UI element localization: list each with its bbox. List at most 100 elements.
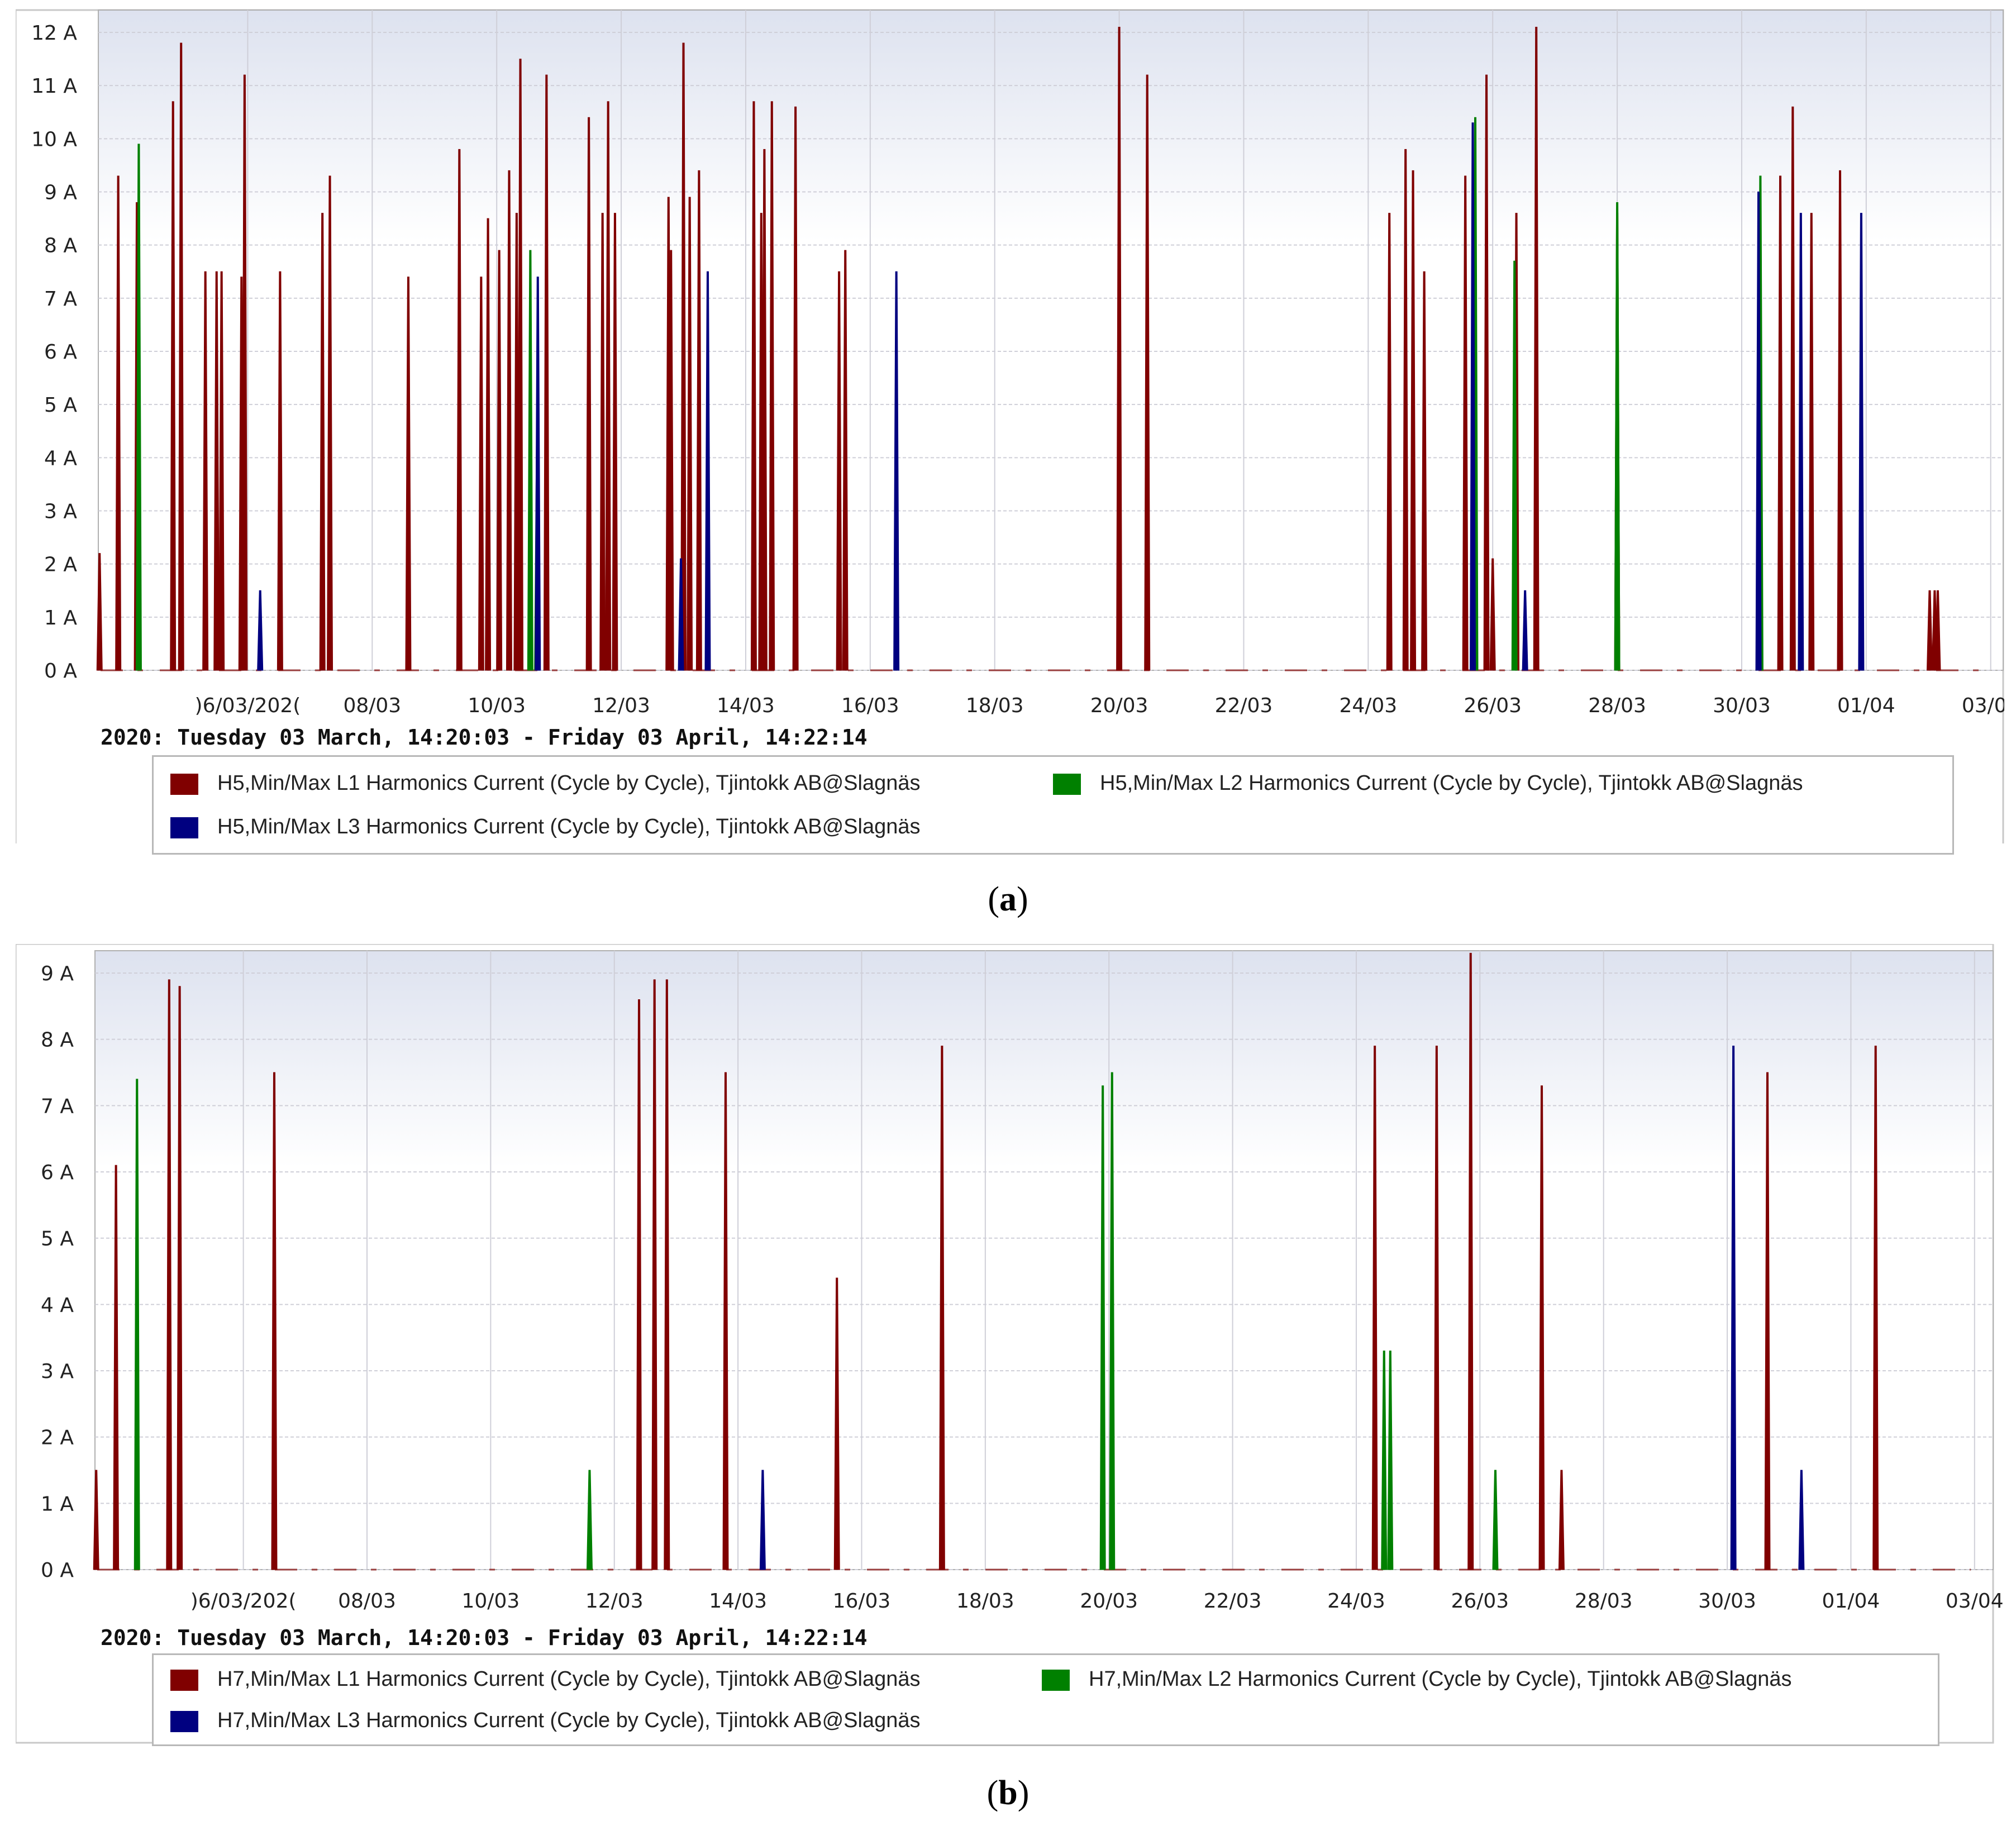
legend-swatch-l2 (1042, 1669, 1070, 1691)
spike-l1 (687, 197, 693, 671)
spike-l1 (319, 213, 326, 671)
spike-l3 (1730, 1046, 1737, 1570)
spike-l1 (612, 213, 618, 671)
y-tick-label: 8 A (44, 235, 77, 258)
spike-l1 (170, 101, 177, 671)
legend-swatch-l1 (170, 773, 198, 795)
spike-l1 (1410, 170, 1417, 671)
spike-l1 (651, 979, 658, 1570)
spike-l3 (1798, 213, 1804, 671)
y-tick-label: 1 A (44, 607, 77, 630)
spike-l1 (1926, 590, 1933, 671)
spike-l1 (1777, 175, 1784, 671)
spike-l2 (135, 144, 142, 671)
y-tick-label: 0 A (41, 1559, 74, 1582)
caption-b: (b) (986, 1774, 1030, 1812)
x-tick-label: )6/03/202( (195, 694, 301, 717)
x-tick-label: 03/04 (1946, 1590, 2004, 1613)
spike-l1 (202, 271, 209, 671)
spike-l2 (527, 250, 533, 671)
x-tick-label: )6/03/202( (190, 1590, 297, 1613)
y-tick-label: 5 A (41, 1228, 74, 1251)
x-tick-label: 10/03 (462, 1590, 520, 1613)
x-tick-label: 22/03 (1204, 1590, 1262, 1613)
x-tick-label: 18/03 (956, 1590, 1014, 1613)
chart-b-time-range: 2020: Tuesday 03 March, 14:20:03 - Frida… (101, 1625, 868, 1650)
y-tick-label: 7 A (44, 288, 77, 311)
spike-l1 (166, 979, 173, 1570)
y-tick-label: 3 A (44, 500, 77, 523)
spike-l3 (678, 558, 684, 671)
y-tick-label: 2 A (44, 554, 77, 576)
spike-l1 (1483, 74, 1490, 671)
spike-l1 (543, 74, 550, 671)
spike-l3 (257, 590, 264, 671)
spike-l1 (938, 1046, 945, 1570)
spike-l1 (1808, 213, 1815, 671)
x-tick-label: 12/03 (585, 1590, 644, 1613)
x-tick-label: 16/03 (833, 1590, 891, 1613)
x-tick-label: 08/03 (338, 1590, 396, 1613)
spike-l1 (271, 1072, 278, 1570)
y-tick-label: 4 A (41, 1294, 74, 1317)
x-tick-label: 22/03 (1215, 694, 1273, 717)
spike-l1 (1402, 149, 1409, 671)
legend-a-l3-label: H5,Min/Max L3 Harmonics Current (Cycle b… (217, 815, 921, 838)
spike-l1 (1116, 26, 1123, 671)
spike-l1 (478, 276, 484, 671)
x-tick-label: 14/03 (717, 694, 775, 717)
spike-l2 (134, 1079, 140, 1570)
legend-swatch-l3 (170, 817, 198, 838)
spike-l3 (1522, 590, 1528, 671)
spike-l2 (1109, 1072, 1116, 1570)
spike-l1 (1489, 558, 1496, 671)
spike-l1 (842, 250, 849, 671)
legend-b-l1: H7,Min/Max L1 Harmonics Current (Cycle b… (170, 1667, 921, 1691)
x-tick-label: 20/03 (1080, 1590, 1138, 1613)
spike-l1 (241, 74, 248, 671)
spike-l1 (750, 101, 757, 671)
spike-l2 (586, 1470, 593, 1570)
spike-l3 (893, 271, 900, 671)
spike-l1 (277, 271, 283, 671)
spike-l1 (496, 250, 503, 671)
spike-l1 (836, 271, 842, 671)
spike-l1 (1386, 213, 1393, 671)
spike-l1 (1538, 1085, 1545, 1570)
y-tick-label: 12 A (31, 22, 77, 45)
y-tick-label: 3 A (41, 1360, 74, 1383)
spike-l2 (1614, 202, 1621, 671)
spike-l2 (1511, 260, 1518, 671)
y-tick-label: 7 A (41, 1095, 74, 1118)
spike-l1 (761, 149, 768, 671)
spike-l1 (485, 218, 492, 671)
spike-l2 (1387, 1350, 1394, 1570)
spike-l1 (1934, 590, 1941, 671)
legend-swatch-l1 (170, 1669, 198, 1691)
spike-l1 (178, 42, 184, 671)
x-tick-label: 01/04 (1822, 1590, 1880, 1613)
y-tick-label: 4 A (44, 447, 77, 470)
spike-l3 (759, 1470, 766, 1570)
spike-l1 (96, 553, 103, 671)
spike-l1 (1421, 271, 1428, 671)
spike-l2 (1492, 1470, 1499, 1570)
spike-l1 (769, 101, 775, 671)
y-tick-label: 9 A (41, 962, 74, 985)
legend-a-l1-label: H5,Min/Max L1 Harmonics Current (Cycle b… (217, 771, 921, 795)
x-tick-label: 03/04 (1962, 694, 2004, 717)
spike-l1 (1467, 952, 1474, 1570)
chart-panel-a: 0 A 1 A 2 A 3 A 4 A 5 A 6 A 7 A 8 A 9 A 10 A 11 A 12… (16, 0, 2004, 855)
y-tick-label: 10 A (31, 128, 77, 151)
y-tick-label: 2 A (41, 1427, 74, 1450)
legend-b-l3: H7,Min/Max L3 Harmonics Current (Cycle b… (170, 1709, 921, 1733)
spike-l1 (664, 979, 670, 1570)
x-tick-label: 28/03 (1575, 1590, 1633, 1613)
y-tick-label: 8 A (41, 1029, 74, 1052)
spike-l1 (506, 170, 512, 671)
spike-l1 (1764, 1072, 1771, 1570)
legend-swatch-l2 (1053, 773, 1081, 795)
legend-b-l3-label: H7,Min/Max L3 Harmonics Current (Cycle b… (217, 1709, 921, 1732)
plot-area (98, 9, 2004, 671)
legend-b-l2: H7,Min/Max L2 Harmonics Current (Cycle b… (1042, 1667, 1792, 1691)
